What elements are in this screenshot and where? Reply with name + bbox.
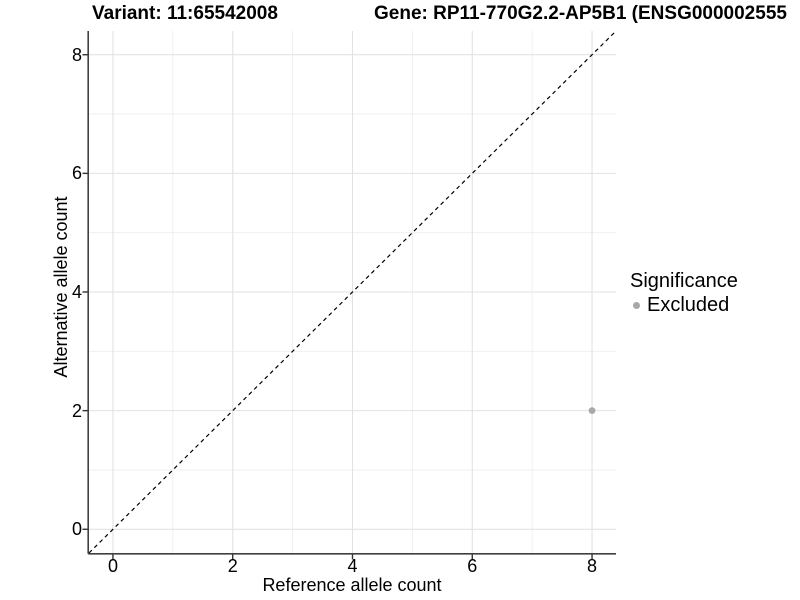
- x-tick-label: 8: [587, 556, 598, 576]
- legend-item-label: Excluded: [647, 294, 730, 316]
- legend-point-icon: [633, 301, 640, 309]
- data-point: [588, 407, 596, 415]
- x-tick-label: 0: [107, 556, 118, 576]
- y-tick-label: 4: [71, 282, 82, 302]
- legend: Significance Excluded: [630, 269, 738, 316]
- x-axis-title: Reference allele count: [262, 575, 442, 595]
- y-tick-label: 0: [71, 519, 82, 540]
- y-tick-label: 2: [71, 400, 82, 421]
- x-tick-label: 2: [227, 556, 238, 576]
- y-tick-label: 8: [71, 44, 82, 65]
- legend-title: Significance: [630, 270, 738, 292]
- gene-title: Gene: RP11-770G2.2-AP5B1 (ENSG000002555: [374, 3, 787, 24]
- legend-item-excluded: Excluded: [630, 294, 738, 316]
- y-tick-label: 6: [71, 163, 82, 184]
- x-tick-label: 4: [347, 556, 358, 576]
- variant-title: Variant: 11:65542008: [92, 3, 278, 24]
- identity-reference-line: [88, 30, 617, 554]
- x-tick-label: 6: [467, 556, 478, 576]
